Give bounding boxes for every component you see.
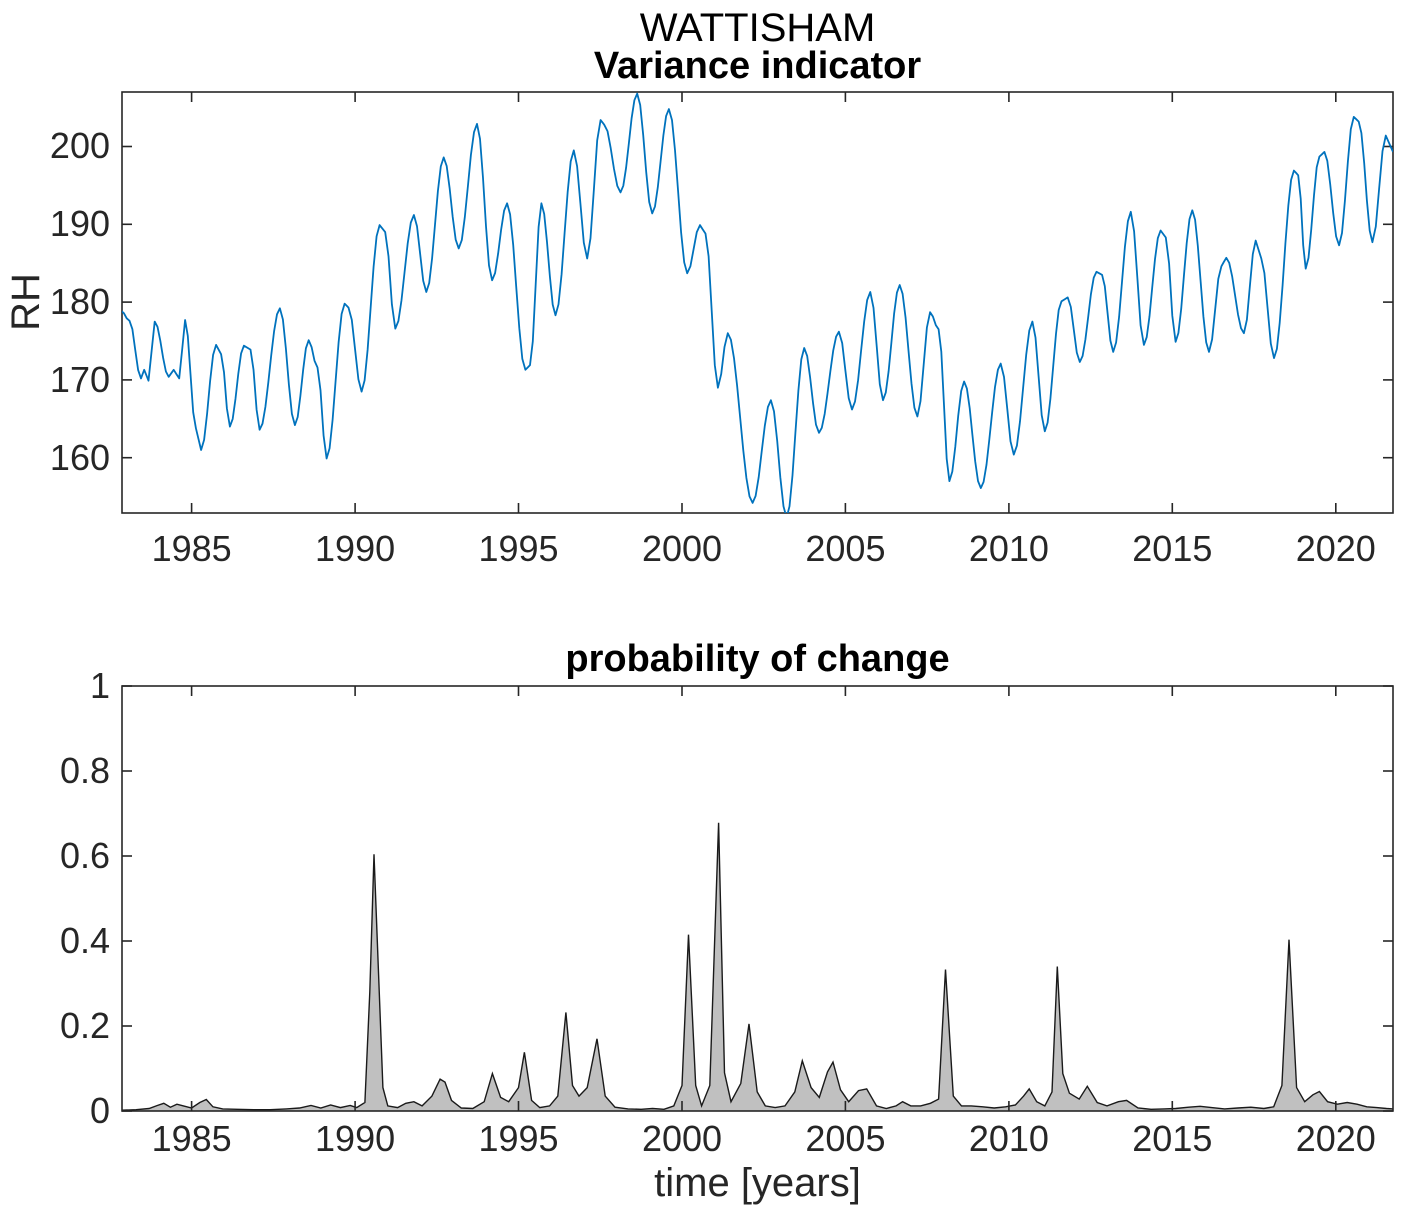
bottom-x-tick-label: 1990 bbox=[315, 1118, 396, 1159]
top-x-tick-label: 2015 bbox=[1132, 528, 1213, 569]
bottom-x-tick-label: 2020 bbox=[1295, 1118, 1376, 1159]
bottom-y-tick-label: 0.6 bbox=[59, 835, 110, 876]
top-x-tick-label: 1995 bbox=[478, 528, 559, 569]
top-x-tick-label: 1990 bbox=[315, 528, 396, 569]
bottom-x-tick-label: 2005 bbox=[805, 1118, 886, 1159]
top-x-tick-label: 2005 bbox=[805, 528, 886, 569]
bottom-y-tick-label: 0 bbox=[89, 1090, 110, 1131]
top-x-tick-label: 2000 bbox=[641, 528, 723, 569]
bottom-y-tick-label: 1 bbox=[89, 665, 110, 706]
top-y-tick-label: 190 bbox=[49, 203, 110, 245]
top-chart-title: Variance indicator bbox=[593, 45, 922, 87]
bottom-chart-xlabel: time [years] bbox=[654, 1161, 861, 1205]
bottom-x-tick-label: 2015 bbox=[1132, 1118, 1213, 1159]
top-x-tick-label: 1985 bbox=[151, 528, 232, 569]
bottom-chart-title: probability of change bbox=[565, 638, 950, 680]
bottom-axes bbox=[121, 685, 1394, 1112]
top-x-tick-label: 2010 bbox=[968, 528, 1049, 569]
bottom-x-tick-label: 2010 bbox=[968, 1118, 1049, 1159]
bottom-x-tick-label: 2000 bbox=[641, 1118, 723, 1159]
bottom-y-tick-label: 0.8 bbox=[59, 750, 110, 791]
bottom-y-tick-label: 0.4 bbox=[59, 920, 110, 961]
top-y-tick-label: 200 bbox=[49, 125, 110, 167]
top-axes bbox=[121, 91, 1394, 514]
probability-edge-line bbox=[121, 822, 1394, 1111]
top-x-tick-label: 2020 bbox=[1295, 528, 1376, 569]
probability-area bbox=[122, 822, 1393, 1111]
figure-suptitle: WATTISHAM bbox=[639, 6, 876, 50]
rh-line bbox=[122, 92, 1393, 513]
top-y-tick-label: 180 bbox=[49, 281, 110, 323]
bottom-y-tick-label: 0.2 bbox=[59, 1005, 110, 1046]
top-y-tick-label: 170 bbox=[49, 358, 110, 400]
bottom-x-tick-label: 1995 bbox=[478, 1118, 559, 1159]
bottom-x-tick-label: 1985 bbox=[151, 1118, 232, 1159]
top-y-tick-label: 160 bbox=[49, 436, 110, 478]
